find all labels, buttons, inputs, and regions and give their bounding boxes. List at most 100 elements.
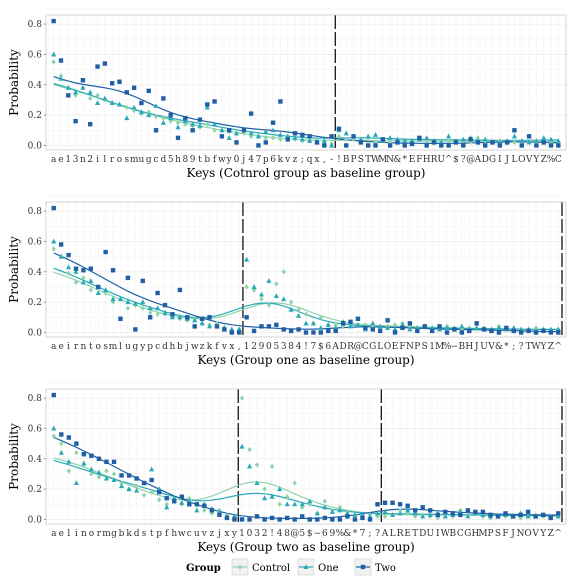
- y-tick-label: 0.8: [28, 207, 43, 217]
- data-point-two: [179, 494, 184, 499]
- data-point-one: [96, 469, 102, 475]
- data-point-control: [51, 433, 56, 439]
- y-axis-label: Probability: [7, 49, 21, 116]
- data-point-one: [233, 130, 240, 136]
- data-point-two: [397, 502, 403, 507]
- data-point-control: [66, 468, 72, 474]
- x-tick-label: ;: [368, 529, 371, 539]
- x-tick-label: b: [119, 529, 125, 539]
- data-point-one: [169, 314, 176, 320]
- data-point-two: [126, 473, 132, 478]
- x-tick-label: M: [378, 155, 387, 165]
- x-tick-label: 7: [311, 342, 317, 352]
- data-point-two: [96, 284, 101, 290]
- data-point-one: [318, 325, 324, 330]
- x-tick-label: p: [147, 342, 153, 352]
- data-point-two: [465, 508, 471, 513]
- data-point-one: [392, 326, 398, 332]
- legend: Group Control One Two: [186, 558, 396, 576]
- legend-label-two: Two: [375, 563, 396, 574]
- x-tick-label: Y: [532, 155, 540, 165]
- data-point-one: [438, 139, 444, 145]
- x-tick-label: O: [524, 529, 531, 539]
- data-point-one: [51, 425, 57, 431]
- x-tick-label: O: [518, 155, 525, 165]
- x-tick-label: q: [307, 155, 313, 165]
- data-point-one: [73, 89, 79, 95]
- x-tick-label: F: [399, 342, 405, 352]
- data-point-control: [274, 281, 279, 287]
- y-tick-label: 0.2: [28, 298, 42, 308]
- data-point-one: [118, 483, 125, 489]
- data-point-one: [65, 264, 72, 270]
- x-tick-label: c: [155, 342, 160, 352]
- x-tick-label: x: [314, 155, 319, 165]
- data-point-two: [102, 61, 108, 66]
- data-point-two: [333, 328, 338, 334]
- data-point-one: [314, 510, 320, 516]
- data-point-one: [322, 504, 328, 510]
- data-point-two: [234, 140, 239, 145]
- x-tick-label: a: [51, 342, 57, 352]
- data-point-one: [402, 138, 408, 143]
- data-point-two: [461, 143, 466, 148]
- data-point-one: [66, 459, 72, 464]
- x-tick-label: f: [215, 342, 219, 352]
- x-tick-label: 6: [325, 342, 331, 352]
- series-two: [51, 18, 561, 148]
- x-tick-label: z: [210, 529, 215, 539]
- x-tick-label: W: [531, 342, 541, 352]
- x-tick-label: G: [489, 155, 496, 165]
- x-tick-label: 1: [429, 342, 435, 352]
- data-point-control: [140, 305, 145, 311]
- data-point-one: [182, 118, 188, 124]
- x-tick-label: !: [337, 155, 341, 165]
- data-point-two: [109, 81, 115, 86]
- data-point-two: [450, 511, 456, 516]
- x-tick-label: @: [466, 155, 475, 165]
- data-point-two: [117, 79, 122, 84]
- x-axis-label: Keys (Cotnrol group as baseline group): [187, 166, 426, 180]
- data-point-control: [131, 107, 137, 114]
- data-point-two: [248, 111, 254, 116]
- data-point-two: [511, 328, 516, 334]
- data-point-two: [435, 512, 440, 518]
- data-point-two: [420, 505, 425, 510]
- data-point-two: [548, 330, 554, 335]
- data-point-two: [278, 99, 283, 104]
- x-tick-label: N: [386, 155, 394, 165]
- data-point-control: [147, 310, 153, 316]
- data-point-control: [281, 269, 286, 275]
- data-point-one: [474, 325, 480, 330]
- x-tick-label: D: [482, 155, 489, 165]
- chart-panel-2: 0.0 0.2 0.4 0.6 0.8 a e i r n t o s m l u g y p c d h b j w z k f v x…: [7, 195, 567, 367]
- plot-background: [46, 15, 566, 150]
- data-point-control: [382, 513, 388, 520]
- data-point-two: [431, 140, 437, 145]
- x-tick-label: −: [451, 342, 459, 352]
- x-tick-label: D: [339, 342, 346, 352]
- data-point-one: [310, 320, 317, 326]
- data-point-one: [429, 325, 435, 330]
- data-point-one: [295, 312, 302, 318]
- data-point-control: [533, 325, 539, 331]
- data-point-control: [278, 136, 283, 142]
- data-point-one: [526, 139, 532, 145]
- data-point-control: [59, 441, 64, 447]
- data-point-two: [219, 134, 225, 139]
- data-point-two: [468, 137, 473, 142]
- series-one: [51, 425, 561, 519]
- data-point-one: [263, 128, 269, 134]
- chart-panel-1: 0.0 0.2 0.4 0.6 0.8 a e 1 3 n 2 i l r o s m u g c d 5 h 8 9 t b f w y…: [7, 8, 567, 180]
- x-tick-label: u: [194, 529, 200, 539]
- x-tick-label: s: [124, 155, 129, 165]
- data-point-one: [457, 509, 463, 514]
- data-point-control: [58, 73, 64, 79]
- data-point-two: [446, 143, 451, 148]
- x-axis-label: Keys (Group one as baseline group): [197, 353, 414, 367]
- data-point-control: [288, 299, 294, 305]
- x-tick-label: %: [336, 529, 345, 539]
- data-point-one: [555, 326, 561, 332]
- data-point-two: [118, 316, 123, 321]
